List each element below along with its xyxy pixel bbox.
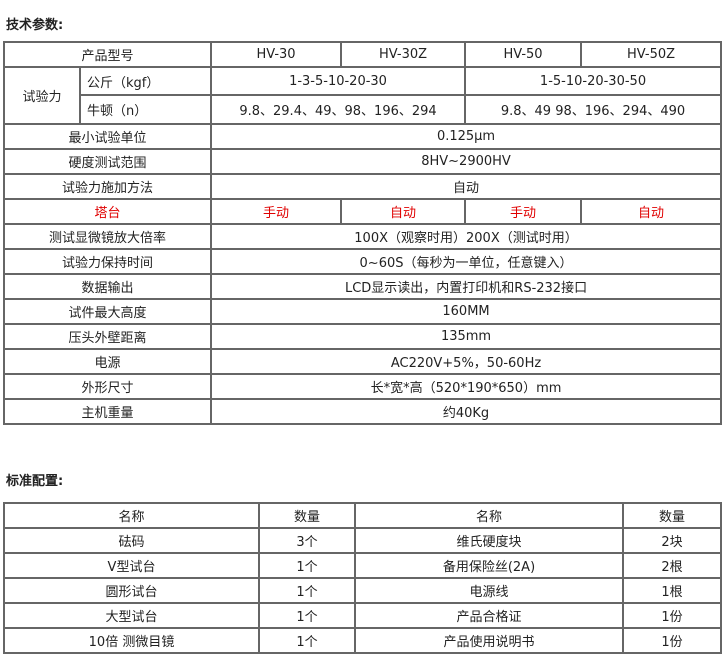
- model-cell: HV-30: [210, 41, 343, 68]
- cell: 产品使用说明书: [354, 627, 624, 654]
- model-cell: HV-50: [464, 41, 583, 68]
- turret-value: 手动: [464, 198, 583, 225]
- column-header: 数量: [258, 502, 356, 529]
- model-label: 产品型号: [2, 41, 213, 68]
- table-row: 试验力施加方法 自动: [2, 173, 722, 200]
- table-row: 数据输出 LCD显示读出，内置打印机和RS-232接口: [2, 273, 722, 300]
- table-row: 牛顿（n） 9.8、29.4、49、98、196、294 9.8、49 98、1…: [4, 94, 722, 125]
- standard-config-table: 名称 数量 名称 数量 砝码 3个 维氏硬度块 2块 V型试台 1个 备用保险丝(2A) 2…: [3, 502, 722, 654]
- row-value: 0.125μm: [210, 123, 722, 150]
- column-header: 名称: [354, 502, 624, 529]
- row-label: 主机重量: [2, 398, 213, 425]
- table-row: 产品型号 HV-30 HV-30Z HV-50 HV-50Z: [2, 41, 722, 68]
- row-label: 电源: [2, 348, 213, 375]
- cell: 1个: [258, 627, 356, 654]
- table-row: 10倍 测微目镜 1个 产品使用说明书 1份: [3, 627, 722, 654]
- table-row: V型试台 1个 备用保险丝(2A) 2根: [3, 552, 722, 579]
- table-row: 砝码 3个 维氏硬度块 2块: [3, 527, 722, 554]
- cell: 1个: [258, 602, 356, 629]
- force-label: 试验力: [3, 66, 81, 125]
- model-cell: HV-30Z: [340, 41, 467, 68]
- cell: V型试台: [3, 552, 260, 579]
- cell: 1个: [258, 552, 356, 579]
- row-value: 长*宽*高（520*190*650）mm: [210, 373, 722, 400]
- cell: 圆形试台: [3, 577, 260, 604]
- table-row: 圆形试台 1个 电源线 1根: [3, 577, 722, 604]
- table-header-row: 名称 数量 名称 数量: [3, 502, 722, 529]
- row-label: 压头外壁距离: [2, 323, 213, 350]
- table-row: 试件最大高度 160MM: [2, 298, 722, 325]
- table-row: 最小试验单位 0.125μm: [2, 123, 722, 150]
- cell: 1份: [622, 602, 722, 629]
- table-row: 外形尺寸 长*宽*高（520*190*650）mm: [2, 373, 722, 400]
- cell: 1个: [258, 577, 356, 604]
- model-cell: HV-50Z: [580, 41, 722, 68]
- cell: 1份: [622, 627, 722, 654]
- cell: 砝码: [3, 527, 260, 554]
- cell: 维氏硬度块: [354, 527, 624, 554]
- table-row: 压头外壁距离 135mm: [2, 323, 722, 350]
- column-header: 名称: [3, 502, 260, 529]
- row-label: 测试显微镜放大倍率: [2, 223, 213, 250]
- standard-config-heading: 标准配置:: [6, 474, 64, 489]
- tech-specs-heading: 技术参数:: [6, 18, 64, 33]
- cell: 备用保险丝(2A): [354, 552, 624, 579]
- cell: 3个: [258, 527, 356, 554]
- column-header: 数量: [622, 502, 722, 529]
- cell: 电源线: [354, 577, 624, 604]
- cell: 10倍 测微目镜: [3, 627, 260, 654]
- cell: 大型试台: [3, 602, 260, 629]
- row-label: 最小试验单位: [2, 123, 213, 150]
- row-label: 数据输出: [2, 273, 213, 300]
- kgf-label: 公斤（kgf）: [78, 66, 213, 96]
- row-label: 试件最大高度: [2, 298, 213, 325]
- cell: 2块: [622, 527, 722, 554]
- row-value: 100X（观察时用）200X（测试时用）: [210, 223, 722, 250]
- row-value: 160MM: [210, 298, 722, 325]
- row-label: 试验力保持时间: [2, 248, 213, 275]
- table-row: 大型试台 1个 产品合格证 1份: [3, 602, 722, 629]
- row-value: LCD显示读出，内置打印机和RS-232接口: [210, 273, 722, 300]
- table-row: 测试显微镜放大倍率 100X（观察时用）200X（测试时用）: [2, 223, 722, 250]
- row-label: 外形尺寸: [2, 373, 213, 400]
- table-row: 电源 AC220V+5%，50-60Hz: [2, 348, 722, 375]
- table-row: 主机重量 约40Kg: [2, 398, 722, 425]
- n-value: 9.8、49 98、196、294、490: [464, 94, 722, 125]
- table-row: 试验力 公斤（kgf） 1-3-5-10-20-30 1-5-10-20-30-…: [3, 66, 722, 125]
- table-row: 塔台 手动 自动 手动 自动: [2, 198, 722, 225]
- kgf-value: 1-5-10-20-30-50: [464, 66, 722, 96]
- row-value: AC220V+5%，50-60Hz: [210, 348, 722, 375]
- cell: 2根: [622, 552, 722, 579]
- tech-specs-table: 产品型号 HV-30 HV-30Z HV-50 HV-50Z 试验力 公斤（kg…: [2, 41, 722, 425]
- turret-value: 自动: [580, 198, 722, 225]
- table-row: 硬度测试范围 8HV~2900HV: [2, 148, 722, 175]
- row-value: 8HV~2900HV: [210, 148, 722, 175]
- kgf-value: 1-3-5-10-20-30: [210, 66, 467, 96]
- n-value: 9.8、29.4、49、98、196、294: [210, 94, 467, 125]
- row-value: 0~60S（每秒为一单位，任意键入）: [210, 248, 722, 275]
- table-row: 试验力保持时间 0~60S（每秒为一单位，任意键入）: [2, 248, 722, 275]
- n-label: 牛顿（n）: [78, 94, 213, 125]
- row-value: 约40Kg: [210, 398, 722, 425]
- row-label: 硬度测试范围: [2, 148, 213, 175]
- cell: 产品合格证: [354, 602, 624, 629]
- turret-value: 手动: [210, 198, 343, 225]
- turret-label: 塔台: [2, 198, 213, 225]
- row-label: 试验力施加方法: [2, 173, 213, 200]
- row-value: 自动: [210, 173, 722, 200]
- turret-value: 自动: [340, 198, 467, 225]
- row-value: 135mm: [210, 323, 722, 350]
- cell: 1根: [622, 577, 722, 604]
